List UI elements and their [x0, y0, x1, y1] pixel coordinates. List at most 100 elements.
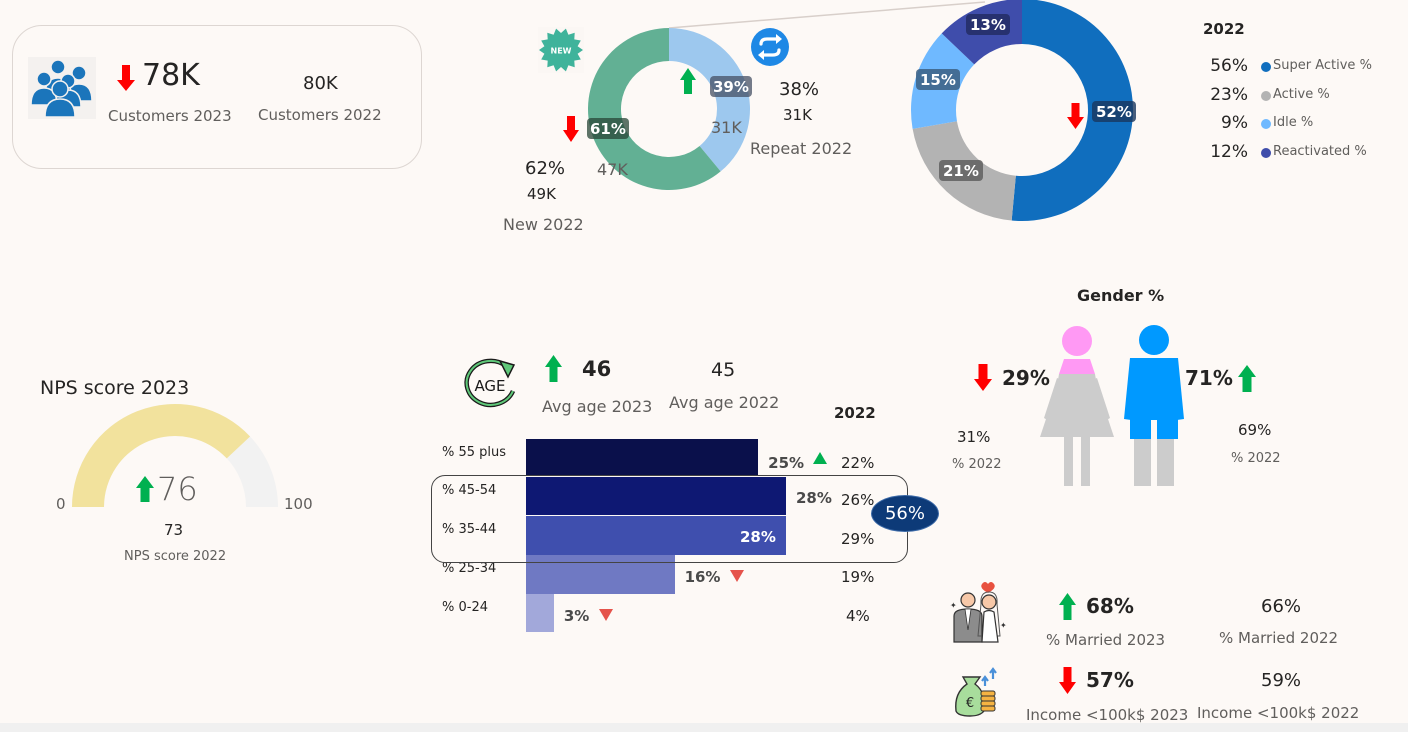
- female-2022-pct: 31%: [957, 428, 991, 446]
- income-trend-down-icon: [1059, 667, 1076, 694]
- male-figure-icon: [1124, 325, 1184, 486]
- nps-2022-label: NPS score 2022: [124, 549, 227, 564]
- avg-age-2023-value: 46: [582, 357, 612, 381]
- age-bar[interactable]: [526, 594, 554, 632]
- age-category-label: % 0-24: [442, 600, 488, 615]
- activity-legend-item[interactable]: 9% Idle %: [1190, 113, 1400, 137]
- new-count-label: 47K: [597, 160, 628, 179]
- income-2022-label: Income <100k$ 2022: [1197, 704, 1360, 722]
- repeat-2022-pct: 38%: [779, 79, 820, 100]
- activity-legend-item[interactable]: 56% Super Active %: [1190, 56, 1400, 80]
- age-bar[interactable]: [526, 516, 786, 555]
- refresh-icon: [751, 28, 789, 66]
- repeat-2022-label: Repeat 2022: [750, 139, 853, 158]
- female-2023-pct: 29%: [1002, 366, 1050, 390]
- new-pct-badge: 61%: [587, 118, 629, 139]
- new-2022-pct: 62%: [525, 158, 566, 179]
- age-2022-value: 29%: [841, 530, 875, 548]
- married-2022-value: 66%: [1261, 596, 1302, 617]
- age-bar[interactable]: [526, 477, 786, 515]
- new-pct-label: 61%: [590, 120, 626, 138]
- age-group-total-label: 56%: [884, 503, 925, 524]
- age-bar[interactable]: [526, 555, 675, 594]
- customers-2022-value: 80K: [303, 73, 338, 94]
- super-active-trend-down-icon: [1067, 103, 1084, 129]
- customers-2022-label: Customers 2022: [258, 106, 382, 124]
- gender-title: Gender %: [1077, 286, 1165, 305]
- connector-line: [668, 1, 986, 29]
- age-2022-value: 4%: [846, 607, 870, 625]
- age-bar-value-label: 28%: [740, 528, 776, 546]
- new-2022-count: 49K: [527, 185, 556, 203]
- married-2023-label: % Married 2023: [1046, 631, 1166, 649]
- activity-legend-title: 2022: [1203, 20, 1245, 38]
- activity-legend-value: 9%: [1221, 113, 1248, 133]
- activity-legend-item[interactable]: 12% Reactivated %: [1190, 142, 1400, 166]
- activity-legend-name: Active %: [1273, 86, 1330, 102]
- income-2022-value: 59%: [1261, 670, 1302, 691]
- age-trend-down-triangle-icon: [598, 609, 613, 621]
- female-2022-label: % 2022: [952, 457, 1002, 472]
- activity-legend-name: Super Active %: [1273, 58, 1372, 73]
- customers-2023-label: Customers 2023: [108, 107, 232, 125]
- age-bar[interactable]: [526, 439, 759, 476]
- age-category-label: % 45-54: [442, 483, 497, 498]
- age-bar-value-label: 25%: [768, 454, 805, 472]
- activity-legend-marker: [1261, 119, 1271, 129]
- svg-text:€: €: [966, 696, 974, 711]
- age-2022-value: 22%: [841, 454, 875, 472]
- activity-label-idle: 15%: [916, 69, 960, 90]
- age-category-label: % 55 plus: [442, 445, 507, 460]
- age-2022-value: 26%: [841, 491, 875, 509]
- new-repeat-donut: [588, 28, 750, 191]
- male-trend-up-icon: [1238, 365, 1256, 392]
- repeat-trend-up-icon: [680, 68, 696, 94]
- activity-legend-name: Reactivated %: [1273, 143, 1367, 159]
- age-trend-up-icon: [545, 355, 562, 382]
- activity-legend-value: 23%: [1210, 84, 1248, 105]
- nps-2022-value: 73: [164, 521, 184, 539]
- age-trend-up-triangle-icon: [813, 452, 828, 464]
- repeat-2022-count: 31K: [783, 106, 812, 124]
- activity-legend-value: 56%: [1210, 56, 1248, 76]
- customers-icon: [28, 57, 96, 119]
- footer-strip: [0, 723, 1408, 732]
- activity-pct-active: 21%: [943, 162, 979, 180]
- married-2023-value: 68%: [1086, 594, 1134, 618]
- activity-pct-super-active: 52%: [1096, 103, 1132, 121]
- activity-label-active: 21%: [939, 160, 983, 181]
- age-group-total-oval: 56%: [871, 495, 939, 532]
- nps-gauge-fill: [72, 403, 251, 507]
- activity-label-reactivated: 13%: [966, 14, 1010, 35]
- nps-value: 76: [157, 470, 198, 508]
- female-figure-icon: [1040, 326, 1114, 486]
- new-repeat-slice-repeat[interactable]: [669, 28, 750, 172]
- nps-trend-up-icon: [136, 476, 154, 502]
- activity-pct-idle: 15%: [920, 71, 956, 89]
- income-2023-label: Income <100k$ 2023: [1026, 706, 1189, 724]
- age-2022-value: 19%: [841, 568, 875, 586]
- married-couple-icon: ✦ ✦: [950, 582, 1007, 643]
- repeat-pct-label: 39%: [713, 78, 749, 96]
- money-bag-icon: €: [955, 667, 997, 717]
- activity-legend-item[interactable]: 23% Active %: [1190, 85, 1400, 109]
- age-category-label: % 25-34: [442, 561, 497, 576]
- activity-slice-super-active[interactable]: [1011, 0, 1134, 221]
- new-repeat-slice-new[interactable]: [588, 28, 721, 191]
- new-badge-text: NEW: [551, 47, 572, 56]
- activity-legend-marker: [1261, 90, 1271, 101]
- male-2022-pct: 69%: [1238, 421, 1272, 439]
- age-2022-column-header: 2022: [834, 404, 876, 422]
- new-2022-label: New 2022: [503, 215, 584, 234]
- nps-max-label: 100: [284, 495, 313, 513]
- age-bar-value-label: 3%: [563, 607, 590, 625]
- age-icon-text: AGE: [474, 377, 505, 395]
- age-trend-down-triangle-icon: [729, 570, 744, 582]
- svg-text:✦: ✦: [1000, 621, 1007, 630]
- avg-age-2022-label: Avg age 2022: [669, 393, 780, 412]
- married-trend-up-icon: [1059, 593, 1076, 620]
- age-bar-value-label: 28%: [796, 489, 832, 507]
- svg-text:✦: ✦: [950, 601, 957, 610]
- nps-gauge: [72, 403, 278, 507]
- age-icon: AGE: [464, 358, 516, 408]
